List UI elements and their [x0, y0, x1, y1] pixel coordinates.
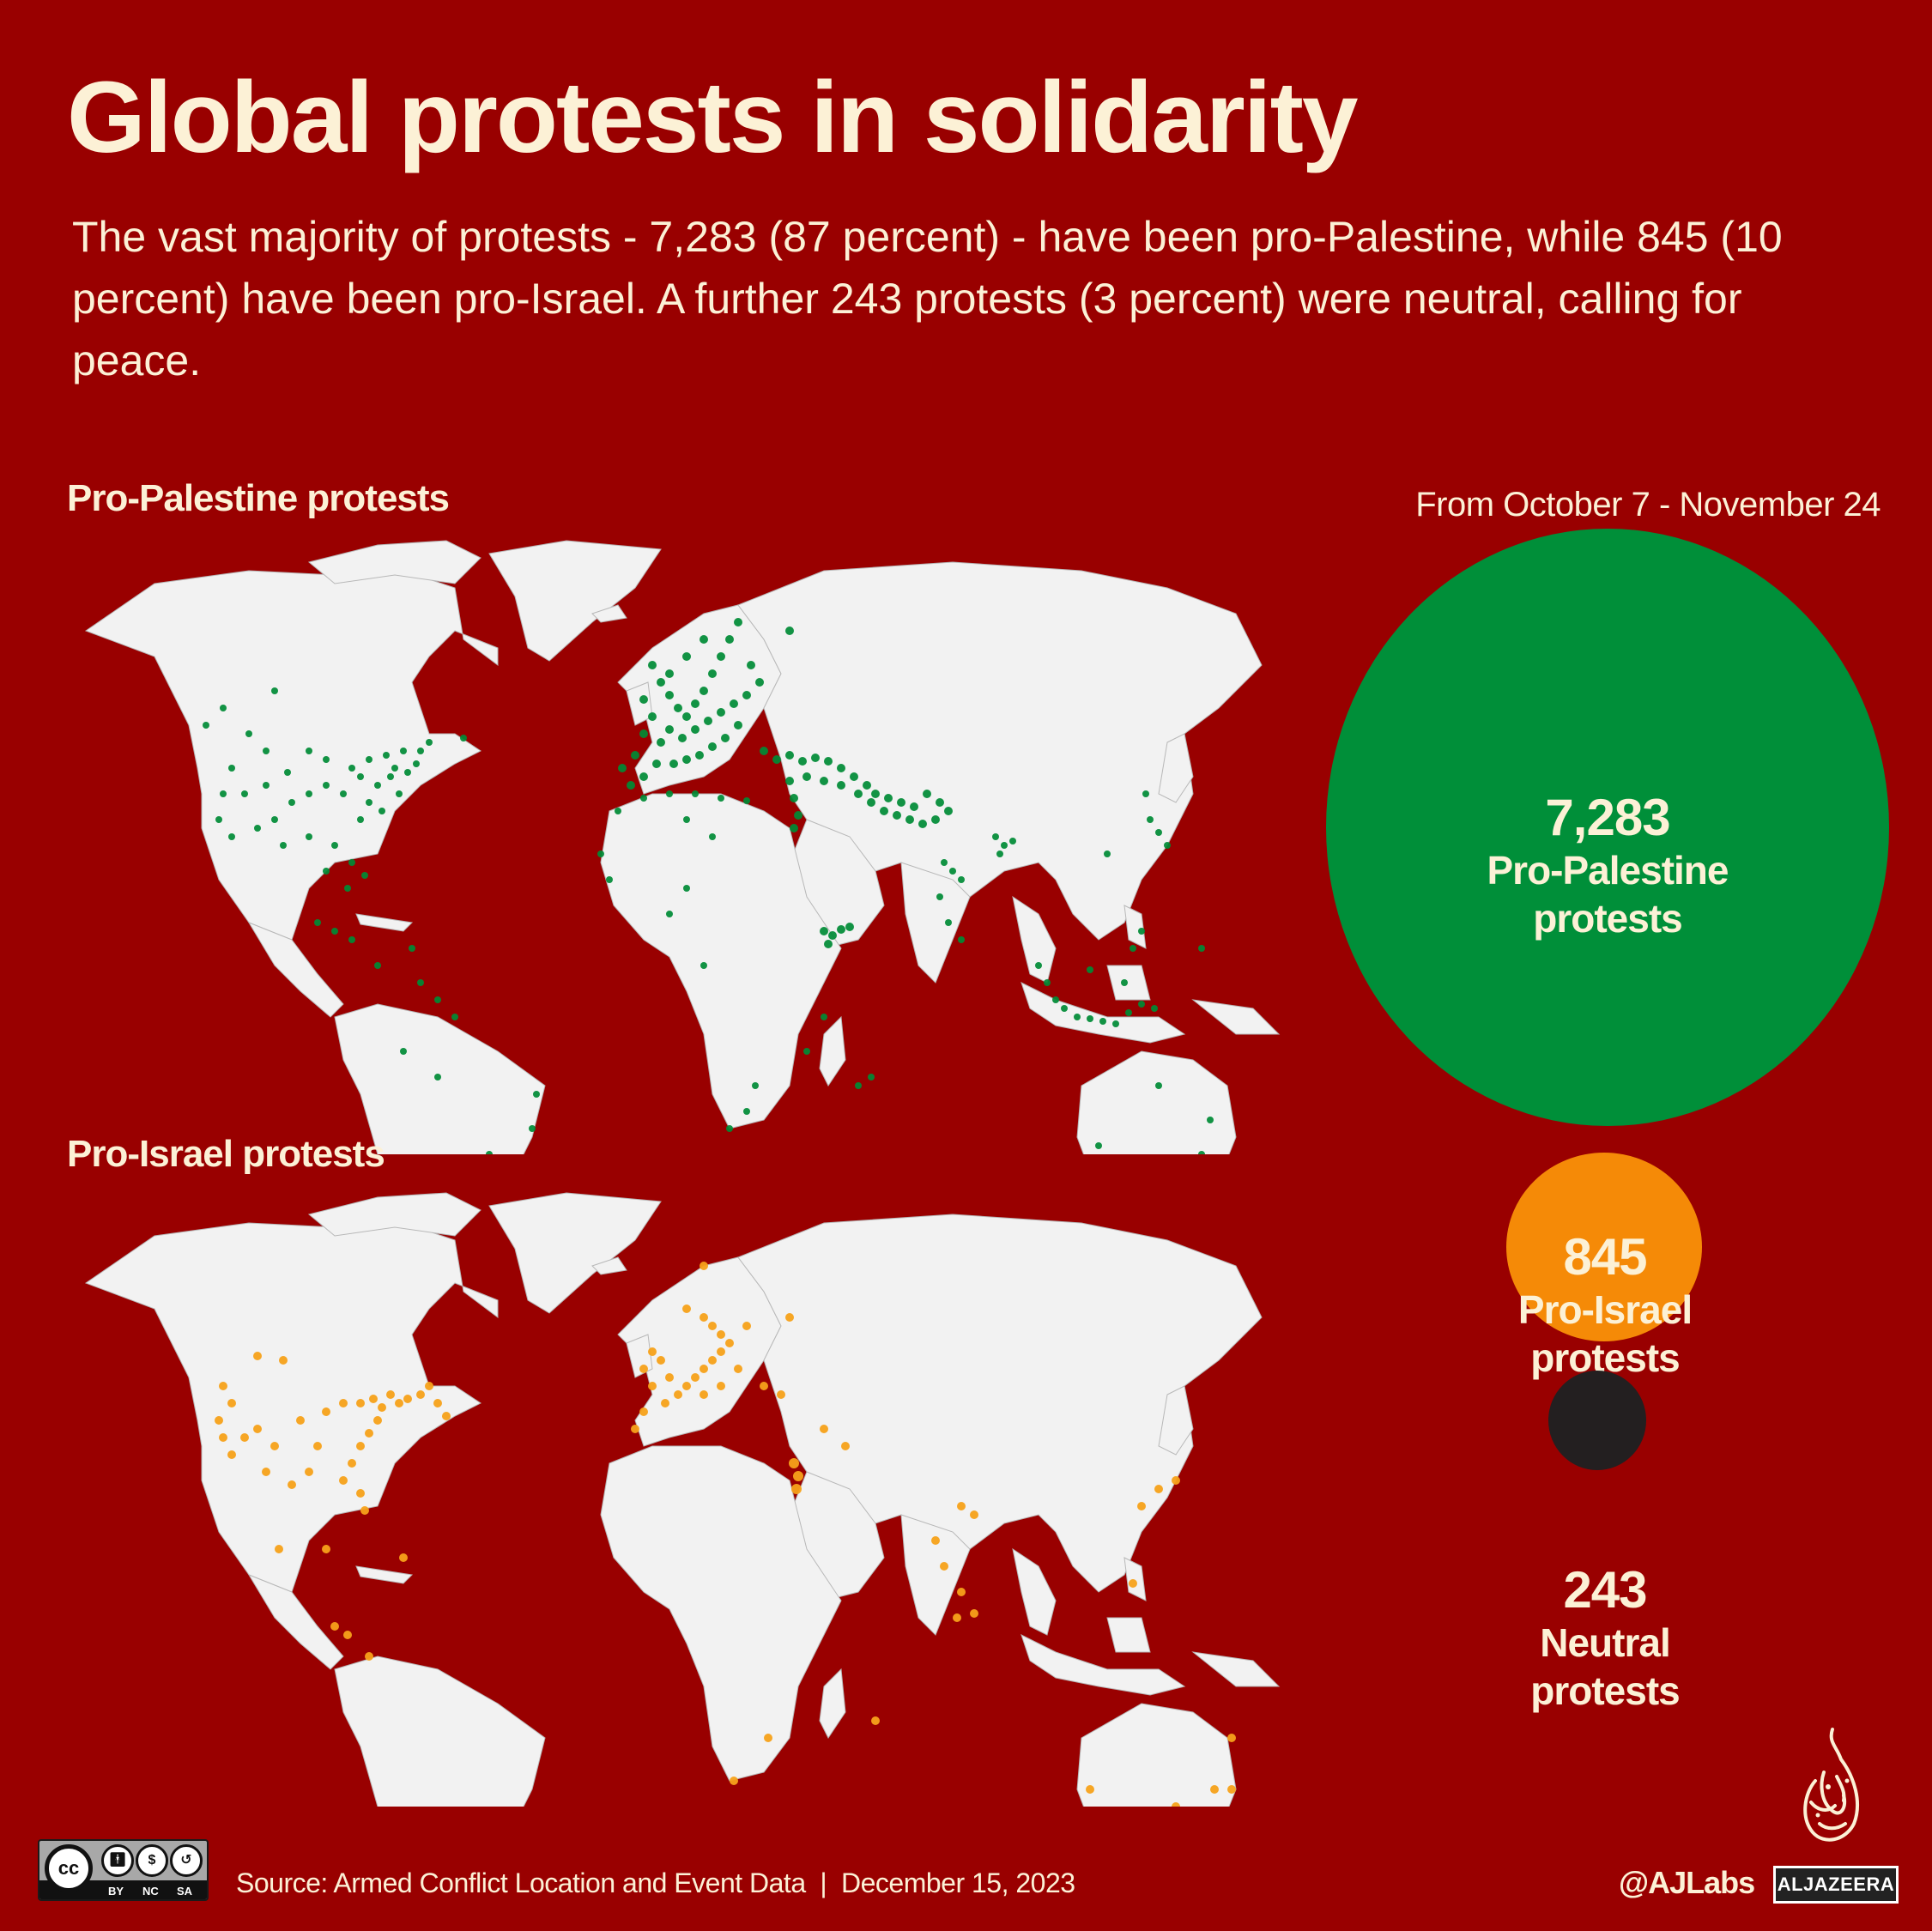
world-map [84, 540, 1281, 1154]
pro-palestine-label-2: protests [1533, 896, 1682, 941]
pro-palestine-dots [203, 618, 1214, 1154]
share-alike-icon: ↺ [170, 1844, 203, 1877]
bubble-pro-palestine [1326, 529, 1889, 1126]
aljazeera-wordmark: ALJAZEERA [1773, 1866, 1899, 1904]
page-title: Global protests in solidarity [67, 61, 1359, 174]
map-label-pro-israel: Pro-Israel protests [67, 1133, 385, 1175]
cc-icon: cc [45, 1844, 93, 1892]
cc-tag-sa: SA [177, 1885, 193, 1898]
date-range: From October 7 - November 24 [1415, 486, 1881, 524]
pro-israel-count: 845 [1563, 1228, 1647, 1286]
pro-israel-label-1: Pro-Israel [1517, 1287, 1693, 1332]
neutral-label-1: Neutral [1540, 1620, 1670, 1665]
map-pro-israel [51, 1189, 1339, 1807]
neutral-label-2: protests [1530, 1668, 1680, 1713]
pro-israel-dots [215, 1262, 1236, 1807]
map-label-pro-palestine: Pro-Palestine protests [67, 477, 450, 519]
neutral-count: 243 [1563, 1561, 1647, 1619]
by-attribution-icon: 🚹︎ [101, 1844, 134, 1877]
cc-tag-nc: NC [142, 1885, 159, 1898]
bubble-neutral [1548, 1371, 1646, 1470]
land-masses [84, 540, 1281, 1154]
aljazeera-calligraphy-logo-icon [1803, 1728, 1860, 1842]
land-masses [84, 1192, 1281, 1807]
pro-palestine-count: 7,283 [1545, 789, 1670, 846]
bubble-pro-palestine-text: 7,283 Pro-Palestine protests [1326, 790, 1889, 942]
page-subtitle: The vast majority of protests - 7,283 (8… [72, 213, 1783, 384]
world-map [84, 1192, 1281, 1807]
map-pro-palestine [51, 536, 1339, 1154]
bubble-pro-israel-text: 845 Pro-Israel protests [1476, 1229, 1734, 1382]
ajlabs-handle: @AJLabs [1619, 1865, 1755, 1900]
source-credit: Source: Armed Conflict Location and Even… [236, 1867, 1075, 1898]
cc-tag-by: BY [108, 1885, 124, 1898]
bubble-pro-israel [1506, 1153, 1702, 1341]
cc-license-badge: cc 🚹︎ $ ↺ BY NC SA [38, 1839, 209, 1901]
bubble-neutral-text: 243 Neutral protests [1476, 1562, 1734, 1715]
pro-palestine-label-1: Pro-Palestine [1487, 848, 1729, 893]
non-commercial-icon: $ [136, 1844, 168, 1877]
